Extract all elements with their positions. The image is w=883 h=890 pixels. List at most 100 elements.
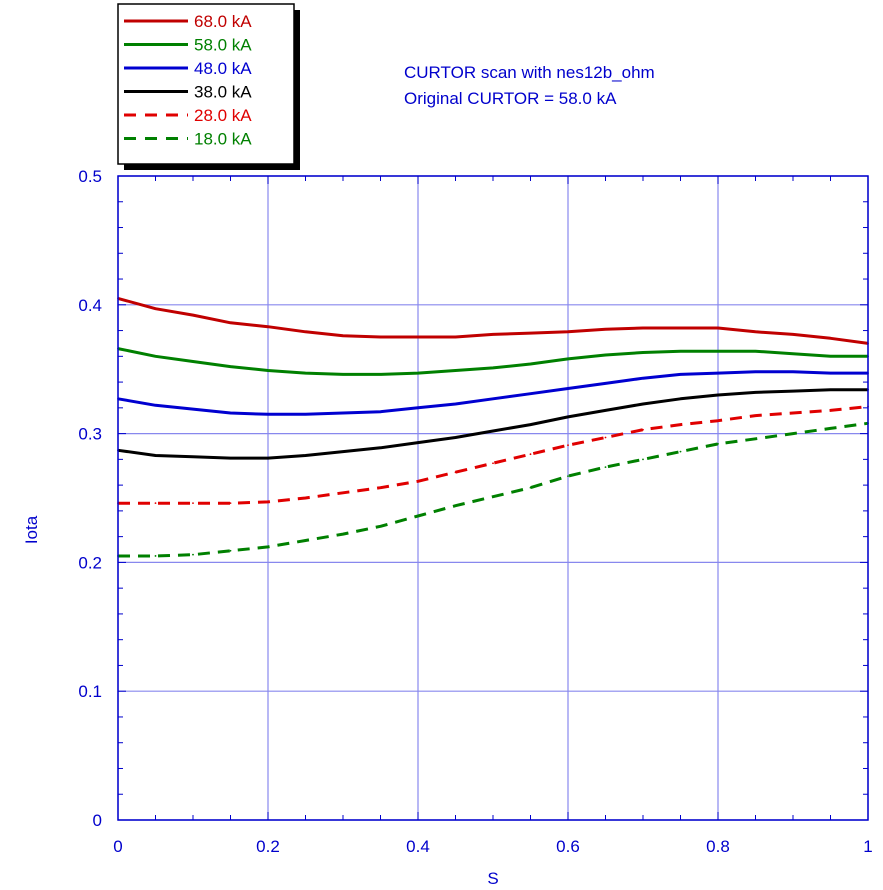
series-point <box>604 466 607 468</box>
series-point <box>754 437 757 440</box>
series-point <box>154 355 157 358</box>
series-point <box>754 350 757 353</box>
series-point <box>229 365 232 368</box>
series-point <box>379 373 382 376</box>
series-point <box>454 336 457 338</box>
series-point <box>267 369 269 372</box>
series-point <box>829 355 832 358</box>
series-point <box>529 486 532 489</box>
series-point <box>229 412 232 414</box>
series-point <box>267 546 269 548</box>
series-point <box>604 409 607 412</box>
series-point <box>267 457 269 459</box>
series-group <box>117 296 869 558</box>
series-point <box>417 336 419 338</box>
y-tick-label: 0 <box>93 811 102 830</box>
series-point <box>417 372 419 374</box>
series-point <box>604 436 607 439</box>
series-point <box>454 504 457 507</box>
series-point <box>379 486 382 489</box>
series-point <box>829 388 832 391</box>
series-point <box>417 480 419 483</box>
x-tick-label: 0.2 <box>256 837 280 856</box>
series-point <box>192 553 194 556</box>
x-axis-label: S <box>487 869 498 888</box>
series-point <box>792 432 794 435</box>
series-point <box>567 387 569 390</box>
legend-label: 58.0 kA <box>194 36 252 55</box>
series-point <box>567 415 569 418</box>
series-point <box>529 363 532 365</box>
series-point <box>679 397 682 400</box>
series-point <box>304 413 307 416</box>
x-tick-label: 0 <box>113 837 122 856</box>
series-point <box>417 406 419 409</box>
legend-box <box>117 3 295 165</box>
series-point <box>792 390 794 392</box>
series-point <box>679 423 682 426</box>
series-point <box>567 475 569 478</box>
series-point <box>529 392 532 395</box>
legend-label: 38.0 kA <box>194 83 252 102</box>
series-point <box>679 450 682 453</box>
series-point <box>379 410 382 413</box>
series-point <box>192 502 194 505</box>
series-point <box>417 515 419 517</box>
y-axis-label: Iota <box>22 515 41 544</box>
series-point <box>717 372 719 374</box>
legend-label: 18.0 kA <box>194 130 252 149</box>
series-point <box>267 500 269 503</box>
series-point <box>604 354 607 356</box>
series-point <box>492 367 494 369</box>
series-point <box>229 321 232 324</box>
series-point <box>229 549 232 552</box>
series-point <box>792 370 794 373</box>
series-point <box>492 397 494 400</box>
series-point <box>154 454 157 457</box>
series-point <box>342 412 344 414</box>
series-point <box>454 471 457 474</box>
series-point <box>642 428 644 431</box>
series-point <box>492 495 494 498</box>
series-point <box>379 336 382 338</box>
series-point <box>267 325 269 328</box>
series-point <box>342 491 344 494</box>
series-point <box>717 394 719 396</box>
series-point <box>492 333 494 336</box>
series-point <box>229 502 232 505</box>
series-point <box>642 351 644 354</box>
series-point <box>454 436 457 439</box>
series-point <box>754 330 757 333</box>
series-point <box>192 455 194 458</box>
series-point <box>417 441 419 444</box>
series-point <box>679 327 682 329</box>
legend-label: 28.0 kA <box>194 106 252 125</box>
x-tick-label: 0.6 <box>556 837 580 856</box>
series-point <box>829 372 832 374</box>
series-point <box>567 444 569 447</box>
series-point <box>829 409 832 412</box>
series-point <box>642 327 644 329</box>
legend-label: 48.0 kA <box>194 59 252 78</box>
series-point <box>717 419 719 422</box>
series-point <box>679 350 682 353</box>
series-point <box>754 370 757 373</box>
y-tick-label: 0.3 <box>78 425 102 444</box>
series-point <box>567 357 569 360</box>
series-point <box>154 307 157 310</box>
series-point <box>342 450 344 453</box>
series-point <box>304 497 307 499</box>
series-point <box>754 414 757 417</box>
x-tick-label: 0.4 <box>406 837 430 856</box>
series-point <box>642 377 644 380</box>
series-point <box>829 337 832 340</box>
y-tick-label: 0.4 <box>78 296 102 315</box>
series-point <box>154 502 157 505</box>
series-point <box>379 446 382 449</box>
series-point <box>304 539 307 542</box>
series-point <box>492 430 494 432</box>
series-point <box>492 462 494 465</box>
series-point <box>454 403 457 405</box>
series-point <box>717 327 719 329</box>
